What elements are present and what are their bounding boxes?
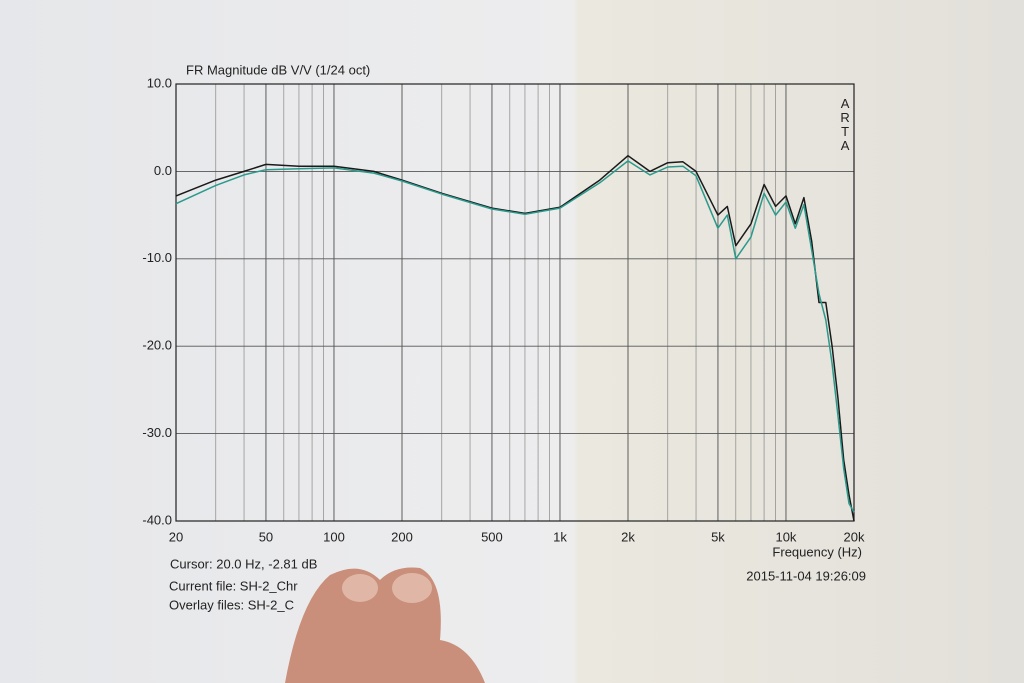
fr-curve (175, 160, 855, 513)
side-label: ARTA (838, 96, 853, 152)
y-tick-label: -40.0 (142, 512, 172, 527)
y-tick-label: 0.0 (154, 163, 172, 178)
y-tick-label: -30.0 (142, 425, 172, 440)
x-tick-label: 50 (259, 529, 273, 544)
x-tick-label: 10k (775, 529, 796, 544)
cursor-info: Cursor: 20.0 Hz, -2.81 dB (170, 556, 317, 571)
overlay-files: Overlay files: SH-2_C (169, 597, 294, 612)
x-tick-label: 500 (481, 529, 503, 544)
y-tick-label: -10.0 (142, 250, 172, 265)
chart-title: FR Magnitude dB V/V (1/24 oct) (186, 62, 370, 77)
x-tick-label: 100 (323, 529, 345, 544)
x-tick-label: 2k (621, 529, 635, 544)
x-tick-label: 5k (711, 529, 725, 544)
fingernail (392, 573, 432, 603)
y-tick-label: -20.0 (142, 338, 172, 353)
x-tick-label: 20 (169, 529, 183, 544)
plot-frame (175, 83, 855, 522)
fingernail (342, 574, 378, 602)
timestamp: 2015-11-04 19:26:09 (746, 568, 866, 583)
finger (285, 567, 485, 683)
current-file: Current file: SH-2_Chr (169, 578, 298, 593)
hand (285, 567, 485, 683)
x-tick-label: 1k (553, 529, 567, 544)
plot: -40.0 -30.0 -20.0 -10.0 0.0 10.0 20 50 100 200 500… (142, 75, 865, 544)
x-tick-label: 200 (391, 529, 413, 544)
x-axis-label: Frequency (Hz) (772, 544, 862, 559)
y-tick-label: 10.0 (147, 75, 172, 90)
x-tick-label: 20k (844, 529, 865, 544)
